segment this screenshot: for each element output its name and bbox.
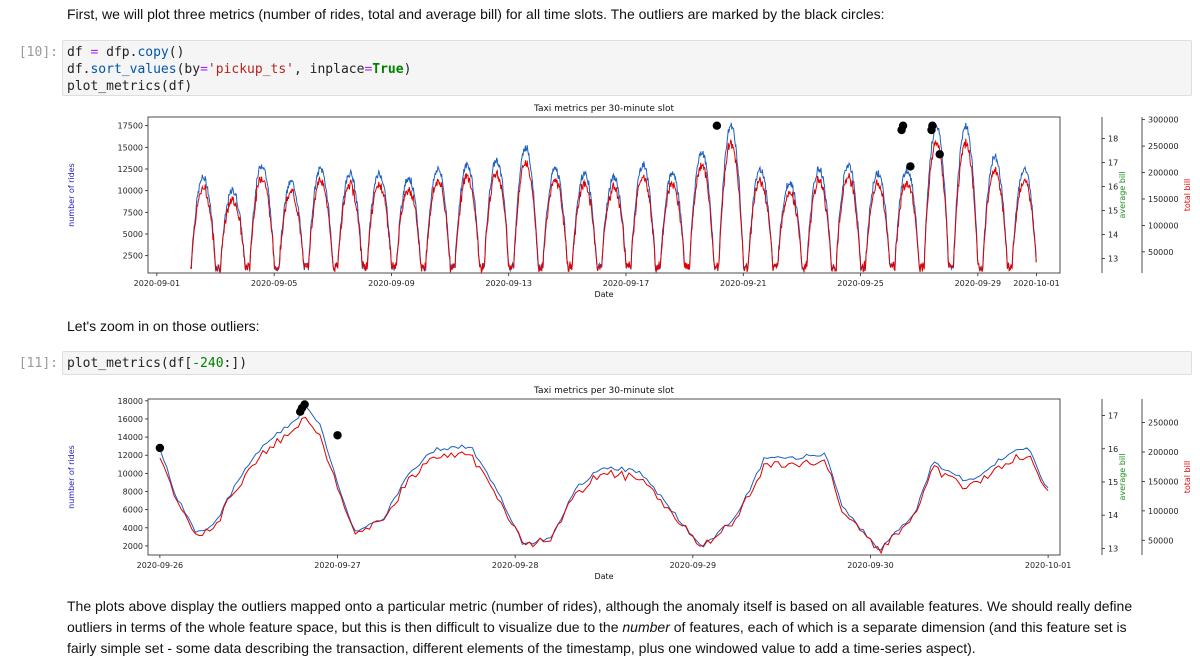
outlier-marker <box>333 431 342 440</box>
x-tick-label: 2020-09-29 <box>955 279 1002 288</box>
avg-tick-label: 13 <box>1108 544 1118 553</box>
y-axis-label-total: total bill <box>1183 179 1192 212</box>
code-line-1: plot_metrics(df[-240:]) <box>67 356 248 371</box>
y-tick-label: 5000 <box>123 230 143 239</box>
x-tick-label: 2020-09-13 <box>485 279 532 288</box>
outlier-marker <box>927 125 936 135</box>
chart-title: Taxi metrics per 30-minute slot <box>533 386 675 396</box>
total-tick-label: 250000 <box>1148 419 1179 428</box>
total-tick-label: 150000 <box>1148 477 1179 486</box>
code-line-3: plot_metrics(df) <box>67 79 193 94</box>
y-axis-label-avg: average bill <box>1118 453 1127 500</box>
total-tick-label: 100000 <box>1148 221 1179 230</box>
total-tick-label: 250000 <box>1148 142 1179 151</box>
x-tick-label: 2020-09-26 <box>137 561 184 570</box>
x-tick-label: 2020-09-05 <box>251 279 298 288</box>
code-line-1: df = dfp.copy() <box>67 45 185 60</box>
plot-area <box>147 398 1061 556</box>
series-total-bill <box>159 416 1049 555</box>
y-tick-label: 15000 <box>118 143 143 152</box>
metrics-chart-full: Taxi metrics per 30-minute slot 2500 5000 7… <box>67 104 1192 299</box>
y-tick-label: 2500 <box>123 252 143 261</box>
x-tick-label: 2020-09-27 <box>314 561 361 570</box>
series-total-bill <box>190 138 1037 275</box>
x-tick-label: 2020-09-25 <box>837 279 884 288</box>
avg-tick-label: 14 <box>1108 511 1118 520</box>
y-tick-label: 4000 <box>123 524 143 533</box>
total-tick-label: 150000 <box>1148 195 1179 204</box>
outlier-marker <box>155 443 165 453</box>
chart-title: Taxi metrics per 30-minute slot <box>533 104 675 114</box>
outlier-marker <box>897 125 906 135</box>
plot-area <box>147 116 1061 274</box>
total-tick-label: 50000 <box>1148 536 1173 545</box>
code-cell-10[interactable]: df = dfp.copy() df.sort_values(by='picku… <box>62 40 1192 96</box>
y-tick-label: 14000 <box>118 433 143 442</box>
avg-tick-label: 13 <box>1108 255 1118 264</box>
y-axis-label-total: total bill <box>1183 461 1192 494</box>
outlier-marker <box>296 407 305 416</box>
x-tick-label: 2020-09-29 <box>670 561 717 570</box>
code-cell-11[interactable]: plot_metrics(df[-240:]) <box>62 351 1192 375</box>
avg-tick-label: 17 <box>1108 159 1118 168</box>
cell-prompt-11: [11]: <box>18 356 58 371</box>
x-tick-label: 2020-09-09 <box>368 279 415 288</box>
y-tick-label: 10000 <box>118 469 143 478</box>
y-tick-label: 2000 <box>123 542 143 551</box>
total-tick-label: 200000 <box>1148 448 1179 457</box>
outlier-marker <box>935 150 944 159</box>
y-tick-label: 17500 <box>118 122 143 131</box>
avg-tick-label: 16 <box>1108 183 1118 192</box>
y-tick-label: 6000 <box>123 506 143 515</box>
x-axis-label: Date <box>594 572 613 581</box>
total-tick-label: 50000 <box>1148 248 1173 257</box>
outlier-marker <box>906 162 915 171</box>
avg-tick-label: 14 <box>1108 231 1118 240</box>
avg-tick-label: 15 <box>1108 478 1118 487</box>
series-number-of-rides <box>159 405 1049 551</box>
y-tick-label: 12500 <box>118 165 143 174</box>
total-tick-label: 100000 <box>1148 507 1179 516</box>
x-tick-label: 2020-09-21 <box>720 279 767 288</box>
x-tick-label: 2020-09-17 <box>603 279 650 288</box>
y-tick-label: 7500 <box>123 208 143 217</box>
y-axis-label-avg: average bill <box>1118 171 1127 218</box>
x-tick-label: 2020-09-30 <box>847 561 894 570</box>
avg-tick-label: 17 <box>1108 412 1118 421</box>
metrics-chart-zoom: Taxi metrics per 30-minute slot 2000 4000 6… <box>67 386 1192 581</box>
avg-tick-label: 18 <box>1108 135 1118 144</box>
x-tick-label: 2020-09-01 <box>134 279 181 288</box>
y-tick-label: 16000 <box>118 415 143 424</box>
y-tick-label: 10000 <box>118 187 143 196</box>
x-tick-label: 2020-09-28 <box>492 561 539 570</box>
y-tick-label: 18000 <box>118 397 143 406</box>
total-tick-label: 200000 <box>1148 169 1179 178</box>
code-line-2: df.sort_values(by='pickup_ts', inplace=T… <box>67 62 412 77</box>
x-tick-label: 2020-10-01 <box>1013 279 1060 288</box>
y-axis-label-rides: number of rides <box>67 163 76 227</box>
zoom-paragraph: Let's zoom in on those outliers: <box>67 318 260 334</box>
avg-tick-label: 16 <box>1108 445 1118 454</box>
total-tick-label: 300000 <box>1148 116 1179 125</box>
y-axis-label-rides: number of rides <box>67 445 76 509</box>
y-tick-label: 8000 <box>123 488 143 497</box>
x-axis-label: Date <box>594 290 613 299</box>
y-tick-label: 12000 <box>118 451 143 460</box>
cell-prompt-10: [10]: <box>18 45 58 60</box>
outro-paragraph: The plots above display the outliers map… <box>67 598 1133 656</box>
avg-tick-label: 15 <box>1108 207 1118 216</box>
x-tick-label: 2020-10-01 <box>1025 561 1072 570</box>
outlier-marker <box>712 121 722 130</box>
intro-paragraph: First, we will plot three metrics (numbe… <box>67 6 885 22</box>
